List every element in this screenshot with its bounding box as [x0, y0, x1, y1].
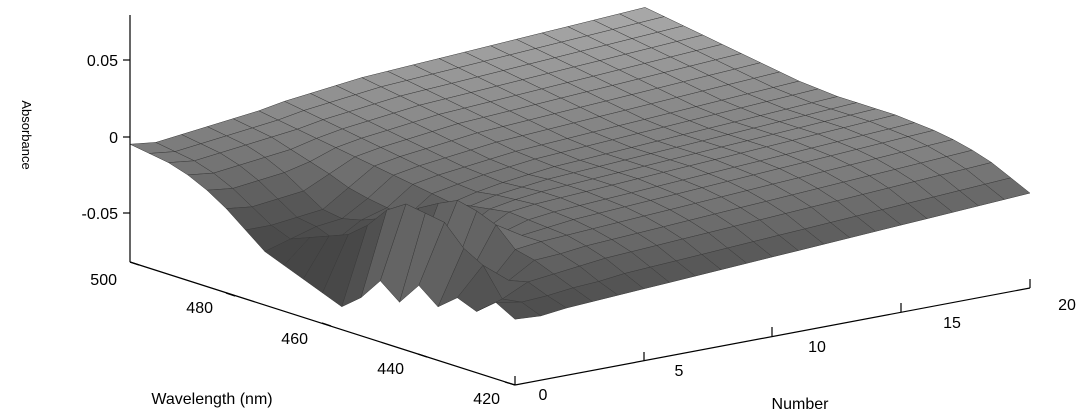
x-tick-label-1: 5	[675, 363, 684, 380]
y-tick-label-4: 420	[473, 391, 500, 408]
axes	[123, 15, 1031, 386]
y-tick-label-2: 460	[281, 331, 308, 348]
surface	[129, 7, 1031, 320]
y-tick-1	[225, 292, 236, 297]
z-tick-labels: 0.05 0 -0.05	[82, 53, 119, 223]
wavelength-axis-label: Wavelength (nm)	[151, 391, 272, 408]
y-tick-label-3: 440	[377, 361, 404, 378]
x-tick-label-4: 20	[1058, 297, 1076, 314]
number-axis-label: Number	[772, 396, 830, 412]
x-tick-label-0: 0	[539, 387, 548, 404]
y-tick-0	[129, 261, 140, 266]
y-tick-3	[417, 353, 428, 358]
y-tick-label-0: 500	[90, 272, 117, 289]
surface-facet	[495, 301, 542, 320]
z-tick-label-0: 0.05	[87, 53, 118, 70]
z-axis-label: Absorbance	[19, 100, 34, 169]
z-tick-label-1: 0	[109, 130, 118, 147]
y-tick-4	[504, 381, 516, 386]
number-axis-line	[514, 287, 1031, 386]
y-tick-label-1: 480	[186, 300, 213, 317]
x-tick-labels: 0 5 10 15 20	[539, 297, 1076, 404]
y-tick-labels: 500 480 460 440 420	[90, 272, 500, 408]
z-tick-label-2: -0.05	[82, 206, 119, 223]
x-tick-label-3: 15	[943, 315, 961, 332]
y-tick-2	[321, 322, 332, 327]
x-tick-label-2: 10	[808, 339, 826, 356]
